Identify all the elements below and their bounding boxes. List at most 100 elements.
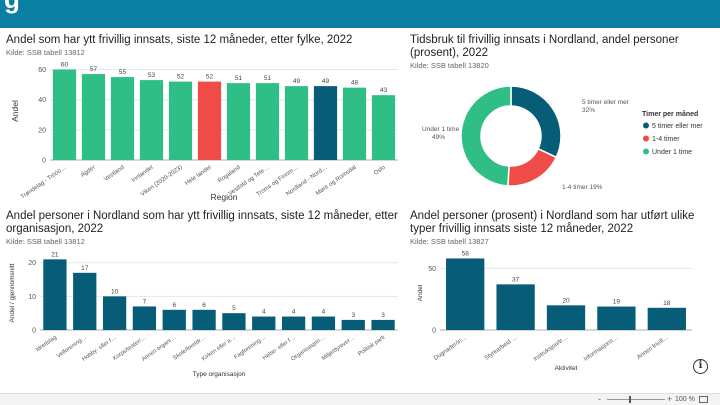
data-label: 49 <box>322 78 330 85</box>
x-tick-label: Idrettslag <box>35 335 58 354</box>
bar <box>252 316 276 330</box>
bar <box>371 95 396 160</box>
bar <box>342 87 367 160</box>
bar <box>110 77 135 160</box>
y-tick-label: 20 <box>28 260 36 267</box>
chart-source: Kilde: SSB tabell 13827 <box>410 237 489 246</box>
donut-slice <box>507 147 558 187</box>
data-label: 3 <box>351 312 355 319</box>
zoom-slider-handle[interactable] <box>629 396 631 403</box>
x-tick-label: Dugnader/in… <box>433 335 468 362</box>
data-label: 48 <box>351 80 359 87</box>
chart-panel-region: Andel som har ytt frivillig innsats, sis… <box>6 34 400 204</box>
bar <box>102 296 127 330</box>
donut-slice <box>460 85 512 187</box>
x-tick-label: Agder <box>80 165 97 179</box>
y-tick-label: 0 <box>432 328 436 335</box>
region-bar-chart: 0 20 40 60 60 Trøndelag - Trööö… 57 Agder 55 Vest… <box>10 62 398 202</box>
bar <box>446 258 485 330</box>
bar <box>546 305 586 330</box>
slice-label: 32% <box>582 107 595 114</box>
bar <box>192 309 216 330</box>
x-axis-title: Aktivitet <box>555 365 578 372</box>
bar <box>255 83 280 160</box>
data-label: 3 <box>381 312 385 319</box>
data-label: 4 <box>262 309 266 316</box>
x-tick-label: Vestland <box>103 165 125 183</box>
y-tick-label: 10 <box>28 294 36 301</box>
zoom-level: 100 % <box>675 396 695 403</box>
bar <box>132 306 157 330</box>
top-banner: g <box>0 0 720 28</box>
slice-label: 1-4 timer 19% <box>562 184 603 191</box>
data-label: 7 <box>143 298 147 305</box>
slice-label: 49% <box>432 134 445 141</box>
bar <box>222 313 246 330</box>
bar <box>647 307 686 330</box>
bar <box>496 284 535 330</box>
x-tick-label: Styrearbeid … <box>484 335 519 362</box>
data-label: 17 <box>81 265 89 272</box>
data-label: 58 <box>462 250 470 257</box>
bar <box>341 319 365 330</box>
bar <box>52 69 77 160</box>
data-label: 10 <box>111 288 119 295</box>
chart-source: Kilde: SSB tabell 13812 <box>6 48 85 57</box>
bar <box>73 272 97 330</box>
x-tick-label: Miljø/dyrever… <box>321 335 357 362</box>
x-tick-label: Politisk parti <box>357 335 386 358</box>
data-label: 6 <box>202 302 206 309</box>
data-label: 51 <box>235 75 243 82</box>
x-tick-label: Annen frivill… <box>636 335 670 361</box>
y-tick-label: 40 <box>38 97 46 104</box>
data-label: 55 <box>119 69 127 76</box>
slice-label: 5 timer eller mer <box>582 99 630 106</box>
x-tick-label: Oslo <box>373 164 387 176</box>
activity-bar-chart: 0 50 58 Dugnader/in… 37 Styrearbeid … 20 Instru… <box>417 250 692 372</box>
chart-source: Kilde: SSB tabell 13820 <box>410 61 489 70</box>
zoom-slider[interactable] <box>607 399 665 400</box>
chart-title: Tidsbruk til frivillig innsats i Nordlan… <box>410 34 679 59</box>
data-label: 52 <box>177 74 185 81</box>
data-label: 51 <box>264 75 272 82</box>
data-label: 57 <box>90 66 98 73</box>
bar <box>226 83 251 160</box>
data-label: 5 <box>232 305 236 312</box>
y-tick-label: 60 <box>38 67 46 74</box>
data-label: 43 <box>380 87 388 94</box>
x-tick-label: Hele landet <box>184 165 213 188</box>
chart-panel-activity: Andel personer (prosent) i Nordland som … <box>410 210 716 392</box>
y-axis-title: Andel <box>10 100 20 122</box>
status-bar: - + 100 % <box>0 393 720 405</box>
data-label: 21 <box>51 251 59 258</box>
zoom-out-button[interactable]: - <box>598 394 601 404</box>
data-label: 60 <box>61 62 69 69</box>
zoom-in-button[interactable]: + <box>667 394 673 404</box>
bar <box>162 309 186 330</box>
x-tick-label: Trøndelag - Trööö… <box>20 165 68 201</box>
x-axis-title: Type organisasjon <box>193 371 246 378</box>
bar <box>197 81 222 160</box>
x-tick-label: Informasjons… <box>583 335 620 363</box>
y-tick-label: 0 <box>32 328 36 335</box>
donut-slice <box>510 85 562 159</box>
slice-label: Under 1 time <box>422 126 460 133</box>
banner-logo: g <box>4 0 20 15</box>
chart-title: Andel personer i Nordland som har ytt fr… <box>6 210 398 235</box>
organisation-bar-chart: 0102021Idrettslag17Velforening…10Hobby- … <box>9 251 398 378</box>
bar <box>81 74 106 160</box>
data-label: 53 <box>148 72 156 79</box>
info-icon[interactable]: i <box>693 359 708 374</box>
y-tick-label: 20 <box>38 127 46 134</box>
data-label: 4 <box>292 309 296 316</box>
legend-title: Timer per måned <box>642 110 698 118</box>
legend-marker <box>643 135 649 142</box>
data-label: 4 <box>322 309 326 316</box>
data-label: 52 <box>206 74 214 81</box>
bar <box>168 81 193 160</box>
y-axis-title: Andel / gjennomsnitt <box>9 263 16 322</box>
fit-to-page-icon[interactable] <box>699 396 708 403</box>
legend-marker <box>643 122 649 129</box>
data-label: 49 <box>293 78 301 85</box>
